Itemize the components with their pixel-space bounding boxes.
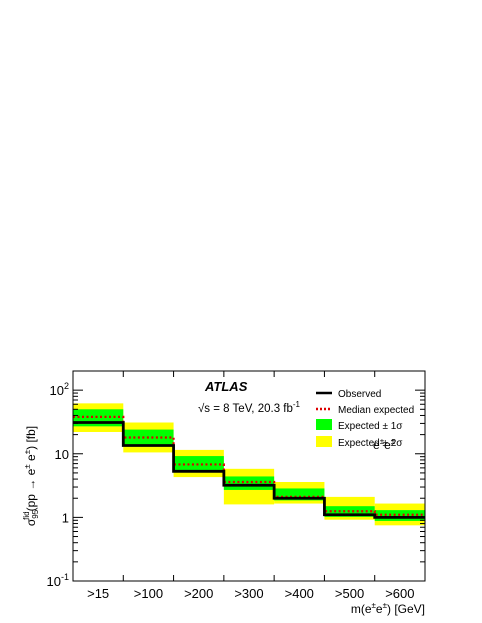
x-axis-title: m(e±e±) [GeV] — [351, 601, 425, 616]
band-1sigma-bin-3 — [223, 476, 275, 490]
x-tick-label: >500 — [335, 586, 364, 601]
x-tick-label: >200 — [184, 586, 213, 601]
plot-frame — [72, 370, 426, 582]
median-expected-line — [73, 415, 425, 516]
x-tick-label: >15 — [87, 586, 109, 601]
legend-2sigma-label: Expected ± 2σ — [338, 438, 403, 449]
x-tick-label: >100 — [134, 586, 163, 601]
legend-median-label: Median expected — [338, 405, 414, 416]
labels-layer: 102 10 1 10-1 >15 >100 >200 >300 >400 >500 >600 — [47, 381, 415, 601]
band-1sigma-bin-2 — [173, 456, 224, 471]
ticks-layer — [73, 370, 425, 582]
channel-label: e±e± — [373, 437, 396, 452]
x-tick-label: >400 — [285, 586, 314, 601]
y-tick-label: 1 — [62, 510, 69, 525]
y-tick-label: 10-1 — [47, 572, 69, 589]
legend: Observed Median expected Expected ± 1σ E… — [316, 389, 414, 449]
band-1sigma-bin-4 — [274, 488, 325, 501]
y-axis-title: σ95fid(pp → e± e±) [fb] — [22, 426, 40, 526]
lines-layer — [73, 415, 425, 519]
energy-label: √s = 8 TeV, 20.3 fb-1 — [198, 400, 301, 415]
atlas-label: ATLAS — [204, 379, 248, 394]
y-tick-label: 102 — [50, 381, 69, 398]
legend-observed-label: Observed — [338, 389, 381, 400]
observed-line — [73, 421, 425, 519]
x-tick-label: >600 — [385, 586, 414, 601]
legend-2sigma-swatch — [316, 436, 332, 447]
x-tick-label: >300 — [234, 586, 263, 601]
legend-1sigma-swatch — [316, 419, 332, 430]
legend-1sigma-label: Expected ± 1σ — [338, 421, 403, 432]
y-tick-label: 10 — [55, 447, 69, 462]
